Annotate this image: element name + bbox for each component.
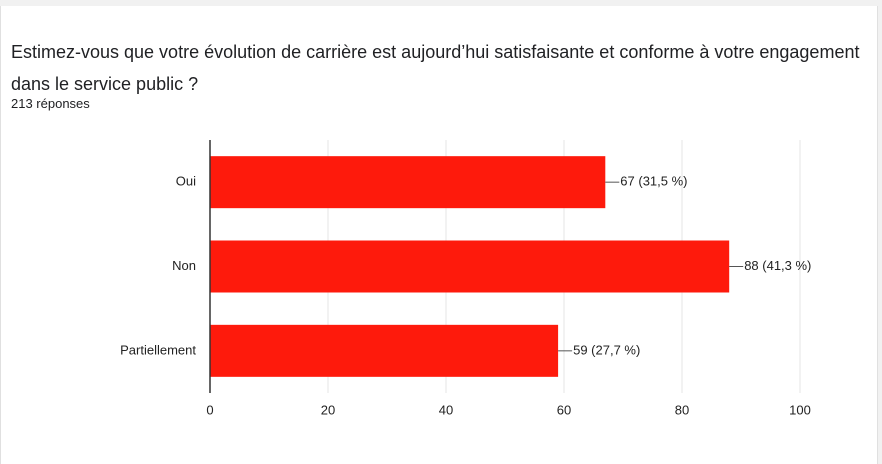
bar xyxy=(210,240,730,293)
data-label: 88 (41,3 %) xyxy=(744,258,811,273)
x-tick-label: 100 xyxy=(789,402,811,417)
y-tick-label: Oui xyxy=(176,174,196,189)
y-tick-label: Partiellement xyxy=(120,342,196,357)
response-count: 213 réponses xyxy=(11,96,90,111)
data-label: 59 (27,7 %) xyxy=(573,342,640,357)
x-tick-label: 20 xyxy=(321,402,335,417)
bar xyxy=(210,324,559,377)
card: Estimez-vous que votre évolution de carr… xyxy=(0,6,878,464)
data-label: 67 (31,5 %) xyxy=(620,174,687,189)
x-tick-label: 80 xyxy=(675,402,689,417)
x-tick-label: 60 xyxy=(557,402,571,417)
y-tick-label: Non xyxy=(172,258,196,273)
x-tick-label: 0 xyxy=(206,402,213,417)
question-title: Estimez-vous que votre évolution de carr… xyxy=(11,42,860,94)
bar xyxy=(210,156,606,209)
x-tick-label: 40 xyxy=(439,402,453,417)
